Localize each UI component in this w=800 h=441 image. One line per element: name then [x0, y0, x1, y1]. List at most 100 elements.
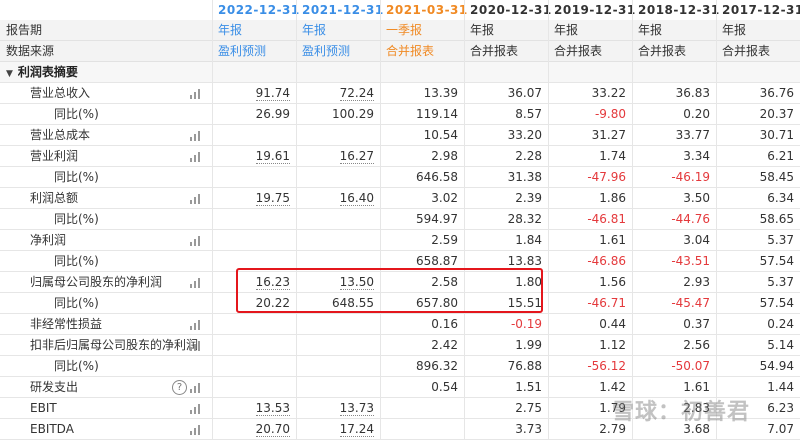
table-row: 归属母公司股东的净利润 16.23 13.50 2.58 1.80 1.56 2.93 5.3… [0, 272, 800, 293]
value-text: 2.59 [431, 233, 458, 247]
value-text: 33.77 [675, 128, 710, 142]
value-text: 2.56 [683, 338, 710, 352]
value-cell: 3.50 [632, 188, 716, 208]
value-text: 31.38 [507, 170, 542, 184]
value-cell [296, 335, 380, 355]
collapse-caret-icon[interactable]: ▼ [6, 69, 13, 79]
value-text: 0.37 [683, 317, 710, 331]
value-text: 594.97 [416, 212, 458, 226]
column-divider [380, 0, 381, 440]
value-text: 36.83 [675, 86, 710, 100]
help-icon[interactable]: ? [172, 380, 187, 395]
bar-chart-icon[interactable] [190, 320, 202, 330]
value-text: 7.07 [767, 422, 794, 436]
value-cell: 3.34 [632, 146, 716, 166]
column-date-2018-12-31[interactable]: 2018-12-31 [638, 3, 720, 17]
section-title-text: 利润表摘要 [17, 65, 78, 79]
table-row: 同比(%) 594.97 28.32 -46.81 -44.76 58.65 [0, 209, 800, 230]
value-cell: 20.70 [212, 419, 296, 439]
value-cell: 20.37 [716, 104, 800, 124]
value-cell: 31.27 [548, 125, 632, 145]
value-cell: 896.32 [380, 356, 464, 376]
value-cell: 57.54 [716, 293, 800, 313]
data-source-label: 数据来源 [6, 44, 55, 58]
value-cell: 1.99 [464, 335, 548, 355]
bar-chart-icon[interactable] [190, 383, 202, 393]
column-data-source: 合并报表 [638, 44, 687, 58]
value-cell: 0.37 [632, 314, 716, 334]
value-text: 3.04 [683, 233, 710, 247]
bar-chart-icon[interactable] [190, 341, 202, 351]
bar-chart-icon[interactable] [190, 278, 202, 288]
value-cell: -44.76 [632, 209, 716, 229]
column-report-type: 年报 [554, 23, 579, 37]
value-text: 6.34 [767, 191, 794, 205]
value-cell: 1.56 [548, 272, 632, 292]
column-date-2021-03-31[interactable]: 2021-03-31 [386, 3, 468, 17]
value-text: -47.96 [587, 170, 626, 184]
value-cell: -47.96 [548, 167, 632, 187]
header-source-row: 数据来源 盈利预测 盈利预测 合并报表 合并报表 合并报表 合并报表 合并报表 [0, 41, 800, 62]
value-cell: 2.59 [380, 230, 464, 250]
value-cell [212, 209, 296, 229]
value-text: 33.22 [591, 86, 626, 100]
section-title[interactable]: ▼ 利润表摘要 [0, 62, 218, 82]
value-cell: 76.88 [464, 356, 548, 376]
column-date-2020-12-31[interactable]: 2020-12-31 [470, 3, 552, 17]
bar-chart-icon[interactable] [190, 194, 202, 204]
value-text: 57.54 [759, 296, 794, 310]
value-cell: -43.51 [632, 251, 716, 271]
value-text: -46.71 [587, 296, 626, 310]
value-cell: 646.58 [380, 167, 464, 187]
value-text: 5.37 [767, 275, 794, 289]
section-row-income-summary[interactable]: ▼ 利润表摘要 [0, 62, 800, 83]
value-text: 15.51 [507, 296, 542, 310]
table-row: 研发支出? 0.54 1.51 1.42 1.61 1.44 [0, 377, 800, 398]
row-label: EBIT [30, 401, 57, 415]
bar-chart-icon[interactable] [190, 425, 202, 435]
column-date-2019-12-31[interactable]: 2019-12-31 [554, 3, 636, 17]
bar-chart-icon[interactable] [190, 131, 202, 141]
bar-chart-icon[interactable] [190, 236, 202, 246]
value-text: 1.51 [515, 380, 542, 394]
value-cell: 1.61 [632, 377, 716, 397]
value-text: 1.12 [599, 338, 626, 352]
bar-chart-icon[interactable] [190, 89, 202, 99]
value-cell: 58.65 [716, 209, 800, 229]
value-text: 1.61 [683, 380, 710, 394]
value-cell: -46.86 [548, 251, 632, 271]
column-date-2017-12-31[interactable]: 2017-12-31 [722, 3, 800, 17]
column-divider [296, 0, 297, 440]
value-cell: 1.84 [464, 230, 548, 250]
bar-chart-icon[interactable] [190, 152, 202, 162]
value-cell: 26.99 [212, 104, 296, 124]
value-cell [296, 167, 380, 187]
value-cell: 16.23 [212, 272, 296, 292]
value-cell: 13.39 [380, 83, 464, 103]
column-date-2021-12-31[interactable]: 2021-12-31 [302, 3, 384, 17]
value-cell: 1.74 [548, 146, 632, 166]
value-cell: 1.80 [464, 272, 548, 292]
value-cell: -46.71 [548, 293, 632, 313]
value-cell: -46.81 [548, 209, 632, 229]
column-divider [548, 0, 549, 440]
value-text: 648.55 [332, 296, 374, 310]
value-cell: 58.45 [716, 167, 800, 187]
row-label: 同比(%) [54, 170, 99, 184]
column-date-2022-12-31[interactable]: 2022-12-31 [218, 3, 300, 17]
value-text: 72.24 [339, 86, 374, 101]
value-cell: 1.61 [548, 230, 632, 250]
value-cell: 7.07 [716, 419, 800, 439]
value-cell: -56.12 [548, 356, 632, 376]
bar-chart-icon[interactable] [190, 404, 202, 414]
value-text: -46.19 [671, 170, 710, 184]
value-cell: 91.74 [212, 83, 296, 103]
value-cell: 16.27 [296, 146, 380, 166]
row-label: 同比(%) [54, 359, 99, 373]
value-cell [296, 314, 380, 334]
value-cell: 2.28 [464, 146, 548, 166]
table-row: 同比(%) 26.99 100.29 119.14 8.57 -9.80 0.20 20.37 [0, 104, 800, 125]
value-text: 28.32 [507, 212, 542, 226]
value-text: 2.42 [431, 338, 458, 352]
value-cell [212, 167, 296, 187]
